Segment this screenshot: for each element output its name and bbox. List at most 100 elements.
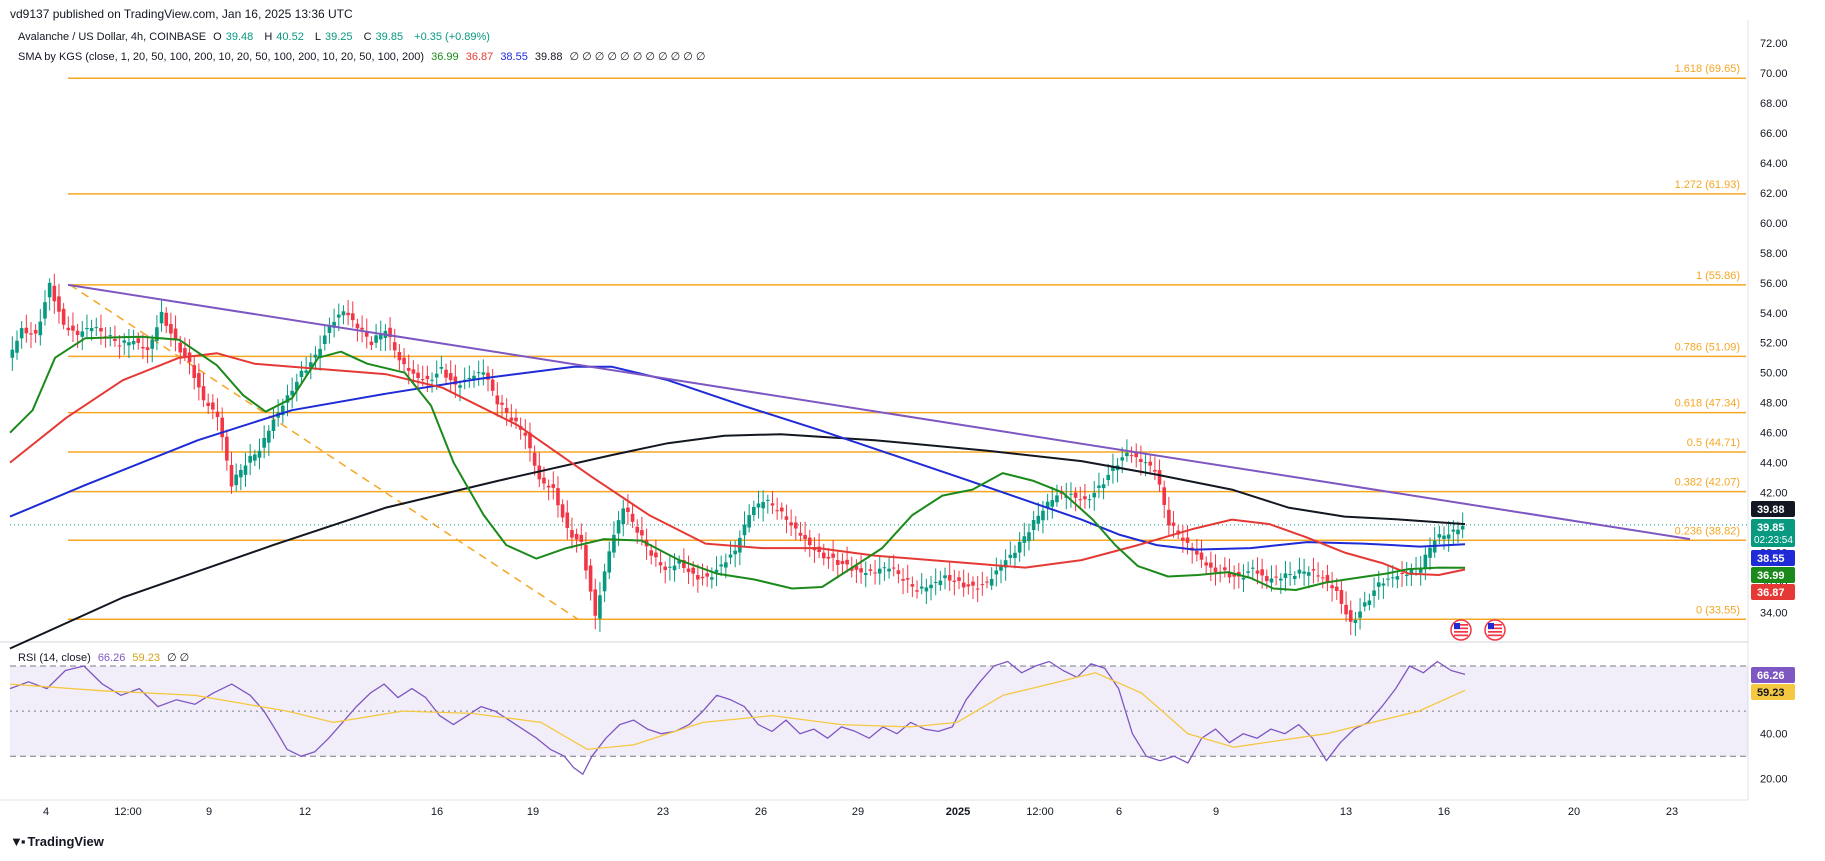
candle-body	[1460, 525, 1465, 530]
candle-body	[304, 370, 308, 373]
price-axis-label: 52.00	[1760, 338, 1788, 350]
candle-body	[1153, 469, 1157, 472]
fib-level-label: 1.618 (69.65)	[1675, 63, 1740, 75]
candle-body	[1278, 578, 1283, 581]
candle-body	[318, 348, 322, 358]
candle-body	[481, 372, 486, 375]
candle-body	[155, 327, 159, 341]
candle-body	[495, 395, 500, 405]
candle-body	[38, 321, 43, 336]
candle-body	[1008, 554, 1013, 558]
price-badge	[1751, 584, 1795, 600]
descending-trendline	[67, 283, 1691, 541]
candle-body	[313, 354, 318, 358]
candle-body	[360, 327, 364, 330]
us-flag-event-icon[interactable]	[1484, 619, 1506, 641]
candle-body	[253, 454, 257, 461]
candle-body	[29, 333, 33, 335]
price-badge	[1751, 501, 1795, 517]
price-axis-label: 60.00	[1760, 218, 1788, 230]
price-axis-label: 66.00	[1760, 128, 1788, 140]
candle-body	[308, 362, 313, 368]
candle-body	[192, 365, 197, 379]
time-axis-label: 6	[1116, 806, 1122, 818]
candle-body	[616, 520, 621, 534]
candle-body	[733, 550, 737, 555]
ohlc-open: O 39.48	[213, 31, 254, 43]
candle-body	[215, 411, 220, 418]
fib-level-label: 0 (33.55)	[1696, 604, 1740, 616]
candle-body	[1204, 562, 1208, 566]
candle-body	[821, 552, 826, 559]
sma-value-green: 36.99	[431, 51, 459, 63]
time-axis-label: 20	[1568, 806, 1580, 818]
candle-body	[1031, 520, 1036, 531]
candle-body	[10, 349, 15, 358]
candle-body	[840, 560, 845, 565]
candle-body	[183, 348, 187, 357]
candle-body	[999, 565, 1003, 571]
sma-label[interactable]: SMA by KGS (close, 1, 20, 50, 100, 200, …	[18, 51, 425, 63]
candle-body	[854, 565, 859, 570]
published-header: vd9137 published on TradingView.com, Jan…	[10, 7, 353, 21]
candle-body	[271, 419, 276, 431]
tradingview-brand[interactable]: ▼▪ TradingView	[10, 834, 104, 849]
rsi-axis-label: 40.00	[1760, 729, 1788, 741]
candle-body	[346, 312, 350, 316]
candle-body	[1101, 484, 1106, 489]
candle-body	[882, 567, 887, 569]
candle-body	[1227, 572, 1232, 578]
candle-body	[1017, 541, 1022, 553]
candle-body	[1120, 457, 1125, 461]
candle-body	[458, 385, 462, 388]
candle-body	[504, 407, 509, 413]
candle-body	[234, 474, 238, 486]
candle-body	[1181, 537, 1185, 541]
candle-body	[523, 432, 528, 436]
us-flag-event-icon[interactable]	[1450, 619, 1472, 641]
candle-body	[602, 571, 607, 592]
candle-body	[430, 379, 434, 381]
candle-body	[1167, 509, 1171, 526]
fib-level-label: 0.618 (47.34)	[1675, 398, 1740, 410]
candle-body	[33, 329, 38, 334]
candle-body	[15, 340, 19, 353]
candle-body	[588, 565, 593, 592]
price-axis-label: 62.00	[1760, 188, 1788, 200]
time-axis-label: 19	[527, 806, 539, 818]
candle-body	[752, 506, 756, 516]
candle-body	[793, 522, 798, 529]
tradingview-logo-icon: ▼▪	[10, 834, 26, 849]
candle-body	[1232, 573, 1236, 577]
candle-body	[1003, 560, 1008, 568]
candle-body	[1171, 522, 1176, 526]
candle-body	[1302, 571, 1306, 574]
candle-body	[640, 530, 644, 536]
candle-body	[1325, 575, 1330, 582]
price-axis-label: 72.00	[1760, 38, 1788, 50]
candle-body	[770, 503, 775, 506]
candle-body	[724, 562, 728, 568]
candle-body	[145, 347, 150, 350]
candle-body	[654, 552, 658, 558]
candle-body	[1334, 586, 1339, 591]
candle-body	[747, 515, 751, 528]
candle-body	[1404, 574, 1409, 576]
candle-body	[901, 579, 905, 581]
price-axis-label: 70.00	[1760, 68, 1788, 80]
candle-body	[780, 507, 784, 512]
price-axis-label: 48.00	[1760, 398, 1788, 410]
candle-body	[1437, 534, 1442, 538]
candle-body	[1255, 570, 1260, 574]
price-axis-label: 64.00	[1760, 158, 1788, 170]
rsi-label[interactable]: RSI (14, close)	[18, 652, 91, 664]
symbol-title[interactable]: Avalanche / US Dollar, 4h, COINBASE	[18, 31, 207, 43]
candle-body	[392, 342, 397, 351]
candle-body	[910, 584, 915, 587]
candle-body	[961, 582, 966, 588]
candle-body	[761, 502, 765, 509]
candle-body	[1283, 573, 1288, 579]
candle-body	[1260, 569, 1264, 576]
candle-body	[117, 345, 122, 347]
